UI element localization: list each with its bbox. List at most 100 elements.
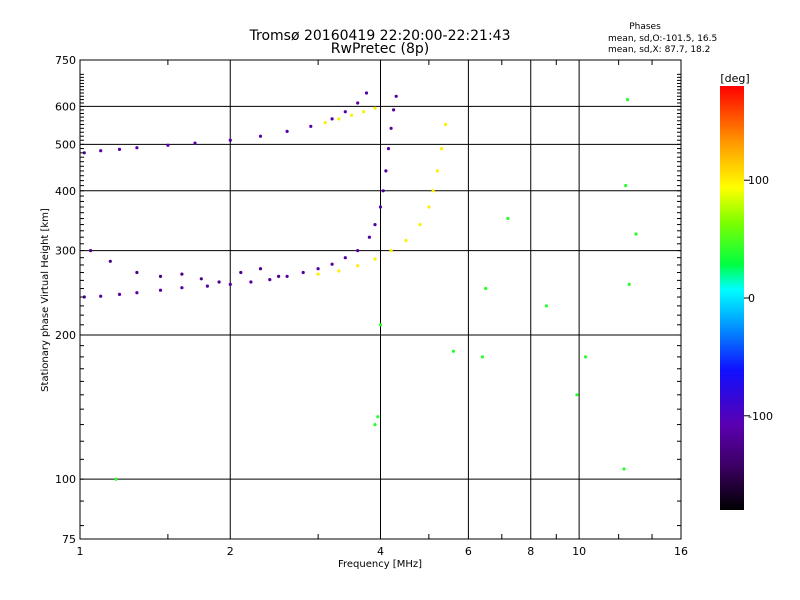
data-point — [239, 270, 243, 275]
data-point — [431, 189, 435, 193]
data-point — [373, 223, 377, 227]
data-point — [367, 235, 371, 239]
data-point — [634, 232, 638, 236]
colorbar — [720, 86, 744, 510]
data-point — [378, 205, 383, 209]
data-point — [135, 291, 139, 295]
data-point — [258, 267, 263, 271]
data-point — [444, 122, 448, 127]
data-point — [337, 269, 341, 273]
data-point — [506, 216, 510, 221]
data-point — [484, 286, 488, 291]
x-tick-label: 10 — [572, 545, 586, 558]
data-point — [404, 238, 408, 243]
y-tick-label: 100 — [55, 473, 76, 486]
data-point — [82, 295, 86, 299]
data-point — [180, 272, 184, 276]
chart-subtitle: RwPretec (8p) — [331, 41, 429, 57]
data-point — [343, 110, 347, 114]
y-tick-label: 75 — [62, 533, 76, 546]
data-point — [378, 323, 383, 327]
data-point — [583, 355, 588, 359]
data-point — [117, 147, 122, 151]
data-point — [108, 259, 112, 263]
grid — [80, 60, 681, 539]
data-point — [381, 189, 385, 193]
colorbar-tick-label: 0 — [748, 292, 755, 305]
x-axis-label: Frequency [MHz] — [338, 559, 422, 570]
data-point — [166, 143, 170, 147]
data-point — [258, 134, 263, 138]
y-tick-label: 750 — [55, 54, 76, 67]
data-point — [158, 288, 163, 292]
data-point — [350, 113, 354, 117]
data-point — [364, 91, 369, 95]
data-point — [356, 101, 360, 105]
data-points — [82, 91, 638, 481]
x-tick-label: 16 — [674, 545, 688, 558]
data-point — [323, 121, 327, 125]
data-point — [193, 141, 197, 145]
x-axis: 1 2 4 6 8 10 16 — [77, 60, 688, 558]
data-point — [389, 126, 393, 130]
data-point — [330, 262, 334, 266]
data-point — [373, 257, 377, 261]
phase-stats-x: mean, sd,X: 87.7, 18.2 — [608, 45, 710, 55]
data-point — [356, 264, 360, 268]
data-point — [89, 249, 93, 253]
data-point — [309, 124, 313, 128]
data-point — [480, 355, 484, 359]
data-point — [625, 98, 630, 102]
data-point — [117, 292, 122, 296]
x-tick-label: 4 — [377, 545, 384, 558]
data-point — [389, 249, 393, 253]
data-point — [376, 415, 380, 419]
data-point — [301, 270, 305, 275]
data-point — [418, 223, 422, 227]
data-point — [114, 477, 118, 481]
data-point — [624, 184, 628, 188]
data-point — [362, 110, 366, 114]
data-point — [627, 282, 631, 286]
y-tick-label: 200 — [55, 329, 76, 342]
data-point — [228, 282, 232, 286]
data-point — [330, 117, 334, 121]
data-point — [356, 249, 360, 253]
data-point — [384, 169, 388, 173]
colorbar-label: [deg] — [720, 72, 749, 85]
data-point — [99, 294, 103, 298]
phase-title: Phases — [629, 22, 661, 32]
data-point — [158, 274, 163, 278]
data-point — [135, 270, 139, 275]
data-point — [373, 423, 377, 427]
y-tick-label: 400 — [55, 185, 76, 198]
data-point — [268, 278, 272, 282]
data-point — [228, 138, 232, 142]
y-tick-label: 600 — [55, 100, 76, 113]
data-point — [180, 286, 184, 290]
x-tick-label: 8 — [527, 545, 534, 558]
data-point — [439, 147, 444, 151]
data-point — [249, 280, 253, 284]
y-tick-label: 300 — [55, 245, 76, 258]
chart-title: Tromsø 20160419 22:20:00-22:21:43 — [249, 28, 511, 44]
y-axis: 75 100 200 300 400 500 600 750 — [55, 54, 681, 546]
data-point — [575, 393, 579, 397]
colorbar-tick-label: 100 — [748, 174, 769, 187]
y-axis-label: Stationary phase Virtual Height [km] — [40, 208, 51, 392]
data-point — [205, 284, 209, 288]
data-point — [285, 129, 289, 133]
data-point — [622, 467, 626, 471]
data-point — [217, 280, 221, 284]
data-point — [135, 146, 139, 150]
data-point — [337, 117, 341, 121]
data-point — [316, 267, 320, 271]
data-point — [277, 274, 281, 278]
data-point — [386, 147, 391, 151]
data-point — [199, 277, 203, 281]
data-point — [392, 108, 396, 112]
data-point — [435, 169, 439, 173]
x-tick-label: 2 — [227, 545, 234, 558]
phase-stats-o: mean, sd,O:-101.5, 16.5 — [608, 34, 717, 44]
